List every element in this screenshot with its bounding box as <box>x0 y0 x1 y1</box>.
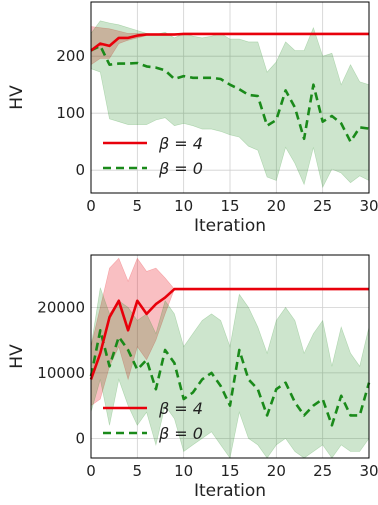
x-tick-label: 25 <box>313 462 332 480</box>
x-tick-label: 15 <box>220 462 239 480</box>
y-axis-label: HV <box>7 85 27 110</box>
y-tick-label: 200 <box>56 47 85 65</box>
x-tick-label: 20 <box>267 197 286 215</box>
x-tick-label: 5 <box>133 197 143 215</box>
x-tick-label: 20 <box>267 462 286 480</box>
legend: β = 4 β = 0 <box>103 399 203 443</box>
y-tick-label: 10000 <box>37 364 85 382</box>
legend-label-2: β = 0 <box>158 424 203 443</box>
x-tick-label: 10 <box>174 197 193 215</box>
x-tick-label: 15 <box>220 197 239 215</box>
x-tick-label: 30 <box>359 462 378 480</box>
x-tick-label: 0 <box>86 197 96 215</box>
chart-panel-1: 0 5 10 15 20 25 30 0 100 200 Iteration HV β = 4 β = 0 <box>7 1 378 236</box>
y-axis-label: HV <box>7 344 27 369</box>
legend-label-1: β = 4 <box>158 134 203 153</box>
plot-frame <box>90 254 370 459</box>
line-series-1 <box>89 287 369 380</box>
x-tick-label: 5 <box>133 462 143 480</box>
plot-frame <box>90 1 370 194</box>
x-tick-label: 25 <box>313 197 332 215</box>
legend: β = 4 β = 0 <box>103 134 203 178</box>
y-tick-label: 100 <box>56 104 85 122</box>
x-axis-label: Iteration <box>194 216 266 236</box>
line-series-2 <box>90 44 370 143</box>
y-tick-label: 0 <box>75 429 85 447</box>
y-tick-label: 20000 <box>37 298 85 316</box>
x-tick-label: 30 <box>359 197 378 215</box>
legend-label-2: β = 0 <box>158 159 203 178</box>
legend-label-1: β = 4 <box>158 399 203 418</box>
x-tick-label: 10 <box>174 462 193 480</box>
x-tick-label: 0 <box>86 462 96 480</box>
line-series-2 <box>89 328 371 427</box>
x-axis-label: Iteration <box>194 481 266 501</box>
y-tick-label: 0 <box>75 161 85 179</box>
line-series-1 <box>90 32 369 52</box>
